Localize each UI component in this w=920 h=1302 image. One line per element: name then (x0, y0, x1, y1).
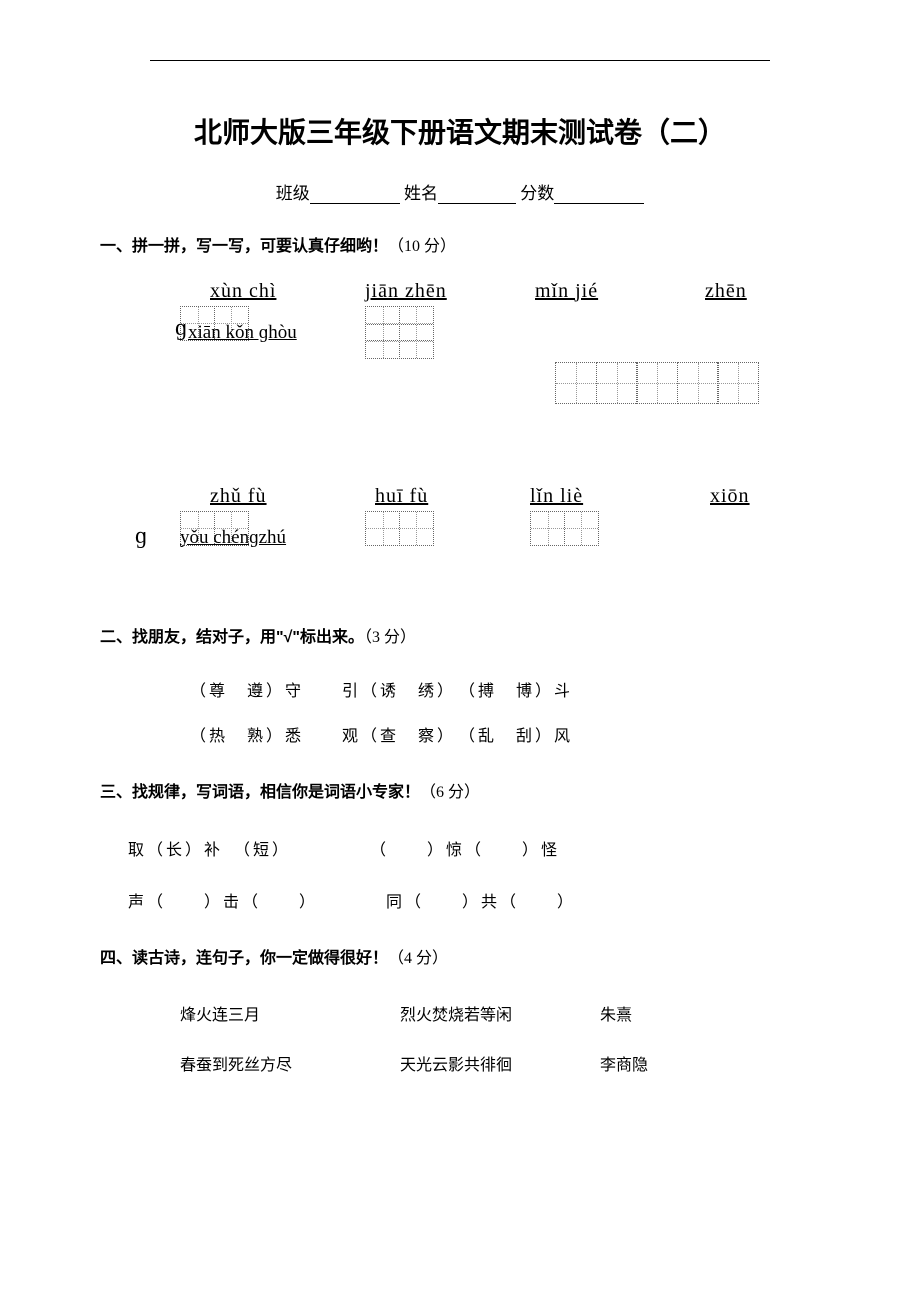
pinyin-text: xiān kǒn ɡhòu (188, 322, 297, 344)
q2-content: （尊 遵）守 引（诱 绣） （搏 博）斗 （热 熟）悉 观（查 察） （乱 刮）… (190, 670, 820, 760)
write-grid[interactable] (365, 322, 434, 364)
blank-class[interactable] (310, 186, 400, 204)
q1-area: xùn chì jiān zhēn mǐn jié zhēn ɡ xiān kǒ… (140, 280, 820, 595)
pinyin-text: yǒu chénɡzhú (180, 527, 286, 549)
q3-line1: 取（长）补 （短） （ ）惊（ ）怪 (128, 825, 820, 876)
student-info-line: 班级 姓名 分数 (100, 179, 820, 204)
q1-points: （10 分） (388, 238, 456, 255)
pinyin-item: xiān kǒn ɡhòu (188, 322, 297, 344)
q4-row: 春蚕到死丝方尽 天光云影共徘徊 李商隐 (180, 1051, 820, 1075)
pinyin-item: huī fù (375, 485, 428, 508)
pinyin-item: mǐn jié (535, 280, 598, 303)
q3-heading: 三、找规律，写词语，相信你是词语小专家！（6 分） (100, 780, 820, 806)
q3-heading-text: 三、找规律，写词语，相信你是词语小专家！ (100, 784, 420, 801)
pinyin-text: zhǔ fù (210, 485, 267, 508)
label-class: 班级 (276, 184, 310, 203)
label-name: 姓名 (404, 184, 438, 203)
write-grid-large[interactable] (555, 360, 759, 409)
pinyin-text: xiōn (710, 485, 750, 508)
pinyin-text: mǐn jié (535, 280, 598, 303)
q1-row1: xùn chì jiān zhēn mǐn jié zhēn ɡ xiān kǒ… (140, 280, 820, 455)
pinyin-item: zhēn (705, 280, 747, 303)
q4-points: （4 分） (388, 950, 448, 967)
q4-cell: 天光云影共徘徊 (400, 1051, 600, 1075)
q3-line2: 声（ ）击（ ） 同（ ）共（ ） (128, 877, 820, 928)
q3-content: 取（长）补 （短） （ ）惊（ ）怪 声（ ）击（ ） 同（ ）共（ ） (128, 825, 820, 927)
pinyin-text: jiān zhēn (365, 280, 447, 303)
q4-row: 烽火连三月 烈火焚烧若等闲 朱熹 (180, 1001, 820, 1025)
q1-heading: 一、拼一拼，写一写，可要认真仔细哟！（10 分） (100, 234, 820, 260)
pinyin-item: lǐn liè (530, 485, 583, 508)
pinyin-item: yǒu chénɡzhú (180, 527, 286, 549)
q4-cell: 春蚕到死丝方尽 (180, 1051, 400, 1075)
pinyin-text: xùn chì (210, 280, 276, 303)
q4-heading-text: 四、读古诗，连句子，你一定做得很好！ (100, 950, 388, 967)
q1-row2: zhǔ fù huī fù lǐn liè xiōn ɡ yǒu chénɡzh… (140, 485, 820, 595)
page-title: 北师大版三年级下册语文期末测试卷（二） (100, 111, 820, 151)
q4-heading: 四、读古诗，连句子，你一定做得很好！（4 分） (100, 946, 820, 972)
q2-line2: （热 熟）悉 观（查 察） （乱 刮）风 (190, 715, 820, 760)
pinyin-text: huī fù (375, 485, 428, 508)
q1-heading-text: 一、拼一拼，写一写，可要认真仔细哟！ (100, 238, 388, 255)
pinyin-item: jiān zhēn (365, 280, 447, 303)
pinyin-item: zhǔ fù (210, 485, 267, 508)
q2-heading: 二、找朋友，结对子，用"√"标出来。（3 分） (100, 625, 820, 651)
pinyin-item: xiōn (710, 485, 750, 508)
blank-name[interactable] (438, 186, 516, 204)
write-grid[interactable] (365, 509, 434, 551)
top-rule (150, 60, 770, 61)
tail-g-char: ɡ (175, 315, 187, 342)
blank-score[interactable] (554, 186, 644, 204)
label-score: 分数 (520, 184, 554, 203)
q4-cell: 朱熹 (600, 1001, 700, 1025)
tail-g-char: ɡ (135, 523, 147, 550)
pinyin-text: lǐn liè (530, 485, 583, 508)
q2-line1: （尊 遵）守 引（诱 绣） （搏 博）斗 (190, 670, 820, 715)
q4-content: 烽火连三月 烈火焚烧若等闲 朱熹 春蚕到死丝方尽 天光云影共徘徊 李商隐 (180, 1001, 820, 1075)
q2-heading-text: 二、找朋友，结对子，用"√"标出来。 (100, 629, 364, 646)
q4-cell: 烽火连三月 (180, 1001, 400, 1025)
q3-points: （6 分） (420, 784, 480, 801)
write-grid[interactable] (530, 509, 599, 551)
q4-cell: 李商隐 (600, 1051, 700, 1075)
q4-cell: 烈火焚烧若等闲 (400, 1001, 600, 1025)
q2-points: （3 分） (364, 629, 416, 646)
pinyin-text: zhēn (705, 280, 747, 303)
pinyin-item: xùn chì (210, 280, 276, 303)
